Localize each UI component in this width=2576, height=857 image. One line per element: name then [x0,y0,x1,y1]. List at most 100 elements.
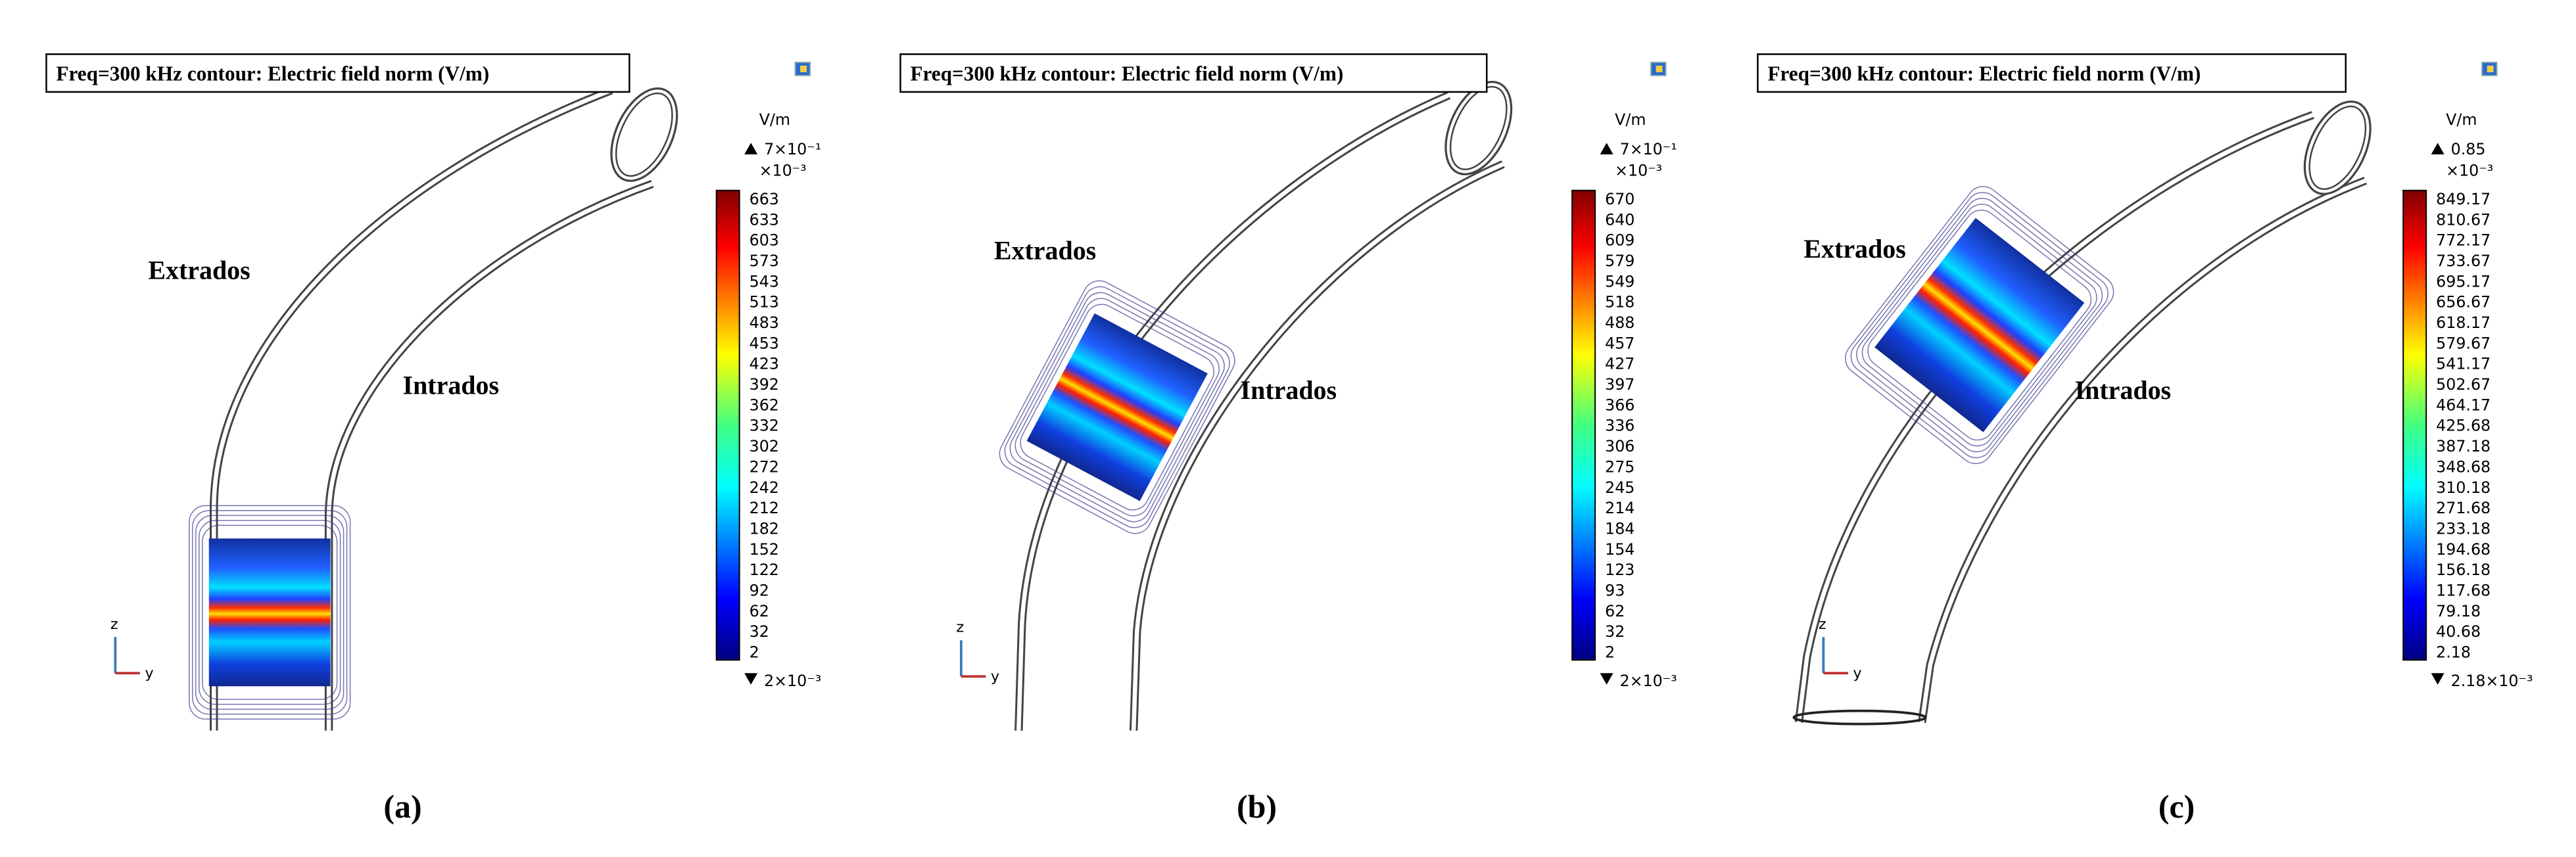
pipe-opening-inner [615,92,673,177]
colorbar-min: 2×10⁻³ [764,672,821,690]
colorbar-tick-label: 695.17 [2436,272,2491,290]
colorbar-tick-label: 79.18 [2436,602,2481,620]
panel: Freq=300 kHz contour: Electric field nor… [899,53,1677,825]
colorbar [2402,189,2427,661]
colorbar-tick-label: 122 [750,561,779,579]
max-arrow [2431,143,2445,154]
contour-line [1004,286,1230,528]
colorbar-multiplier: ×10⁻³ [759,161,807,179]
pipe-opening [610,87,679,182]
extrados-label: Extrados [994,236,1096,266]
panel-title: Freq=300 kHz contour: Electric field nor… [1767,62,2201,85]
extrados-label: Extrados [148,256,250,285]
colorbar-tick-label: 425.68 [2436,417,2491,435]
colorbar-tick-label: 579.67 [2436,334,2491,352]
colorbar-tick-label: 310.18 [2436,478,2491,497]
colorbar-min: 2.18×10⁻³ [2451,672,2533,690]
contour-line [192,510,348,715]
colorbar-tick-label: 2 [1605,643,1615,661]
y-axis-label: y [1853,665,1861,682]
colorbar-tick-label: 302 [750,437,779,455]
colorbar-unit: V/m [1615,110,1646,129]
field-band [1874,218,2085,432]
caption: (a) [383,788,421,825]
contour-line [202,524,338,700]
field-contour [189,505,351,720]
colorbar-tick-label: 633 [750,210,779,229]
pipe-wall [1129,160,1505,731]
colorbar-tick-label: 618.17 [2436,313,2491,332]
colorbar-max: 7×10⁻¹ [764,140,821,158]
contour-line [1020,304,1214,511]
colorbar-min: 2×10⁻³ [1620,672,1677,690]
colorbar-tick-label: 306 [1605,437,1634,455]
colorbar-tick-label: 332 [750,417,779,435]
max-arrow [1600,143,1613,154]
intrados-label: Intrados [2075,375,2172,405]
colorbar-tick-label: 362 [750,396,779,414]
colorbar-tick-label: 541.17 [2436,355,2491,373]
min-arrow [744,673,758,685]
colorbar-tick-label: 194.68 [2436,540,2491,559]
max-arrow [744,143,758,154]
contour-line [195,515,345,710]
colorbar-multiplier: ×10⁻³ [1615,161,1662,179]
colorbar-tick-label: 152 [750,540,779,559]
field-band [208,538,331,687]
colorbar-tick-label: 603 [750,231,779,250]
colorbar-tick-label: 2.18 [2436,643,2471,661]
panel-title: Freq=300 kHz contour: Electric field nor… [56,62,489,85]
colorbar-tick-label: 579 [1605,252,1634,270]
contour-line [1845,186,2114,465]
colorbar [715,189,740,661]
colorbar-tick-label: 609 [1605,231,1634,250]
colorbar-tick-label: 62 [750,602,769,620]
colorbar-tick-label: 62 [1605,602,1625,620]
colorbar-tick-label: 40.68 [2436,622,2481,641]
colorbar-tick-label: 154 [1605,540,1634,559]
contour-line [1861,204,2097,447]
contour-line [189,505,351,720]
colorbar-tick-label: 242 [750,478,779,497]
contour-line [199,520,341,705]
view-icon-dot [800,65,807,72]
title-box [1757,53,2347,93]
colorbar-tick-label: 663 [750,190,779,208]
colorbar-tick-label: 275 [1605,457,1634,476]
colorbar-tick-label: 549 [1605,272,1634,290]
colorbar-multiplier: ×10⁻³ [2446,161,2493,179]
colorbar-tick-label: 272 [750,457,779,476]
colorbar-tick-label: 182 [750,519,779,538]
colorbar-unit: V/m [2446,110,2477,129]
colorbar-tick-label: 32 [750,622,769,641]
colorbar-tick-label: 271.68 [2436,499,2491,517]
colorbar-tick-label: 513 [750,293,779,312]
colorbar-tick-label: 93 [1605,581,1625,599]
colorbar-tick-label: 245 [1605,478,1634,497]
colorbar-tick-label: 233.18 [2436,519,2491,538]
colorbar-tick-label: 656.67 [2436,293,2491,312]
colorbar-unit: V/m [759,110,790,129]
colorbar-tick-label: 464.17 [2436,396,2491,414]
colorbar-tick-label: 488 [1605,313,1634,332]
colorbar-tick-label: 423 [750,355,779,373]
colorbar-tick-label: 366 [1605,396,1634,414]
y-axis-label: y [991,668,999,685]
pipe-wall-inner [212,88,612,731]
pipe-wall-inner [1016,93,1450,731]
colorbar-tick-label: 772.17 [2436,231,2491,250]
pipe-wall-inner [1920,178,2366,723]
z-axis-label: z [956,619,964,636]
colorbar-tick-label: 117.68 [2436,581,2491,599]
contour-line [1009,292,1225,522]
field-band [1026,313,1208,501]
pipe-wall-inner [1131,162,1504,731]
pipe-wall [324,179,654,731]
colorbar-tick-label: 518 [1605,293,1634,312]
colorbar-tick-label: 849.17 [2436,190,2491,208]
contour-line [1014,298,1220,517]
colorbar-max: 7×10⁻¹ [1620,140,1677,158]
colorbar-tick-label: 2 [750,643,759,661]
panel: Freq=300 kHz contour: Electric field nor… [45,53,821,825]
